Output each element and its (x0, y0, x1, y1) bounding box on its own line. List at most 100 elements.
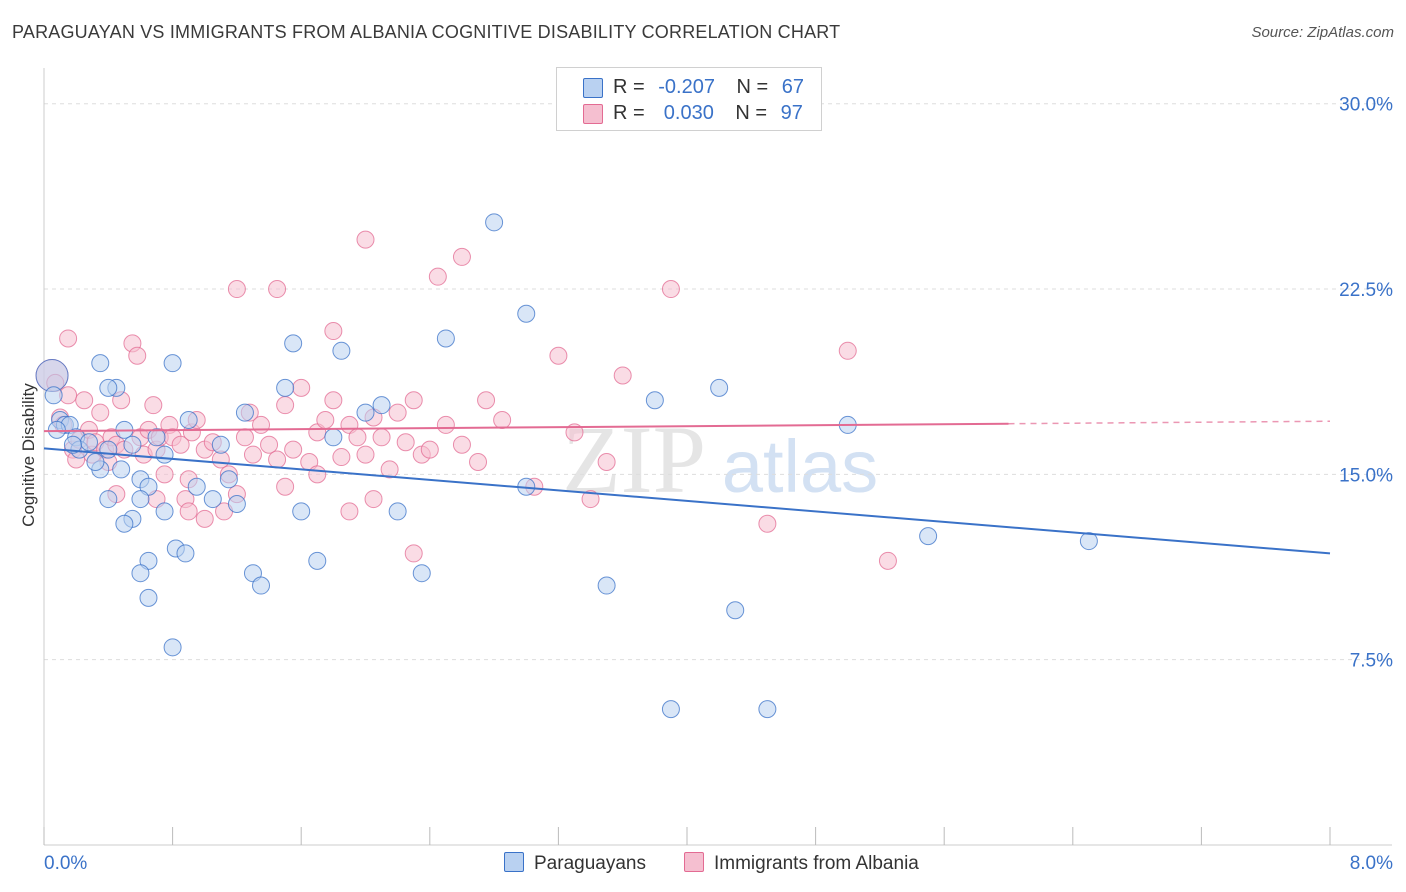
albania-point (227, 280, 246, 299)
paraguayan-point (412, 564, 431, 583)
albania-point (316, 410, 335, 429)
watermark-atlas: atlas (722, 425, 878, 508)
albania-point (340, 502, 359, 521)
albania-point (613, 366, 632, 385)
legend-r-label: R = (613, 76, 645, 98)
paraguayan-point (99, 378, 118, 397)
albania-point (428, 267, 447, 286)
paraguayan-point (99, 490, 118, 509)
paraguayan-points (35, 213, 1098, 719)
paraguayan-point (227, 495, 246, 514)
albania-trend-line (43, 422, 1009, 433)
tick-labels: 7.5% 15.0% 22.5% 30.0% 0.0% 8.0% (44, 95, 1393, 874)
albania-point (452, 247, 471, 266)
albania-point (878, 551, 897, 570)
paraguayan-point (139, 588, 158, 607)
paraguayan-point (91, 354, 110, 373)
legend-r-value-blue: -0.207 (658, 76, 715, 98)
series-legend-paraguayans: Paraguayans (504, 852, 646, 875)
paraguayan-point (726, 601, 745, 620)
albania-point (356, 445, 375, 464)
series-label-albania: Immigrants from Albania (714, 853, 919, 874)
paraguayan-point (1079, 532, 1098, 551)
albania-point (268, 450, 287, 469)
albania-points (35, 230, 897, 570)
y-tick-label: 7.5% (1350, 651, 1393, 672)
x-tick-label: 8.0% (1350, 853, 1393, 874)
legend-n-value-pink: 97 (780, 102, 803, 124)
albania-point (284, 440, 303, 459)
paraguayan-point (80, 433, 99, 452)
albania-point (436, 415, 455, 434)
correlation-legend: R = -0.207 N = 67 R = 0.030 N = 97 (556, 67, 822, 131)
paraguayan-point (356, 403, 375, 422)
y-tick-label: 15.0% (1339, 465, 1393, 486)
paraguayan-point (99, 440, 118, 459)
albania-point (308, 465, 327, 484)
albania-point (388, 403, 407, 422)
paraguayan-point (235, 403, 254, 422)
series-label-paraguayans: Paraguayans (534, 853, 646, 874)
paraguayan-point (155, 502, 174, 521)
paraguayan-point (517, 304, 536, 323)
pink-swatch-icon (684, 852, 704, 872)
chart-source: Source: ZipAtlas.com (1251, 24, 1394, 41)
paraguayan-point (115, 514, 134, 533)
albania-point (565, 423, 584, 442)
albania-point (356, 230, 375, 249)
blue-swatch-icon (504, 852, 524, 872)
paraguayan-point (372, 396, 391, 415)
paraguayan-point (661, 700, 680, 719)
albania-point (155, 465, 174, 484)
paraguayan-point (308, 551, 327, 570)
paraguayan-point (47, 420, 66, 439)
albania-point (420, 440, 439, 459)
albania-point (243, 445, 262, 464)
paraguayan-point (276, 378, 295, 397)
paraguayan-point (123, 435, 142, 454)
albania-point (171, 435, 190, 454)
trend-lines (43, 420, 1331, 555)
paraguayan-point (147, 428, 166, 447)
x-tick-label: 0.0% (44, 853, 87, 874)
paraguayan-point (332, 341, 351, 360)
albania-point (75, 391, 94, 410)
albania-point (581, 490, 600, 509)
paraguayan-point (645, 391, 664, 410)
albania-point (469, 453, 488, 471)
albania-point (144, 396, 163, 415)
paraguayan-point (919, 527, 938, 546)
legend-n-label: N = (735, 102, 768, 124)
albania-point (324, 322, 343, 341)
paraguayan-point (252, 576, 271, 595)
paraguayan-point (219, 470, 238, 489)
paraguayan-point (211, 435, 230, 454)
albania-point (195, 509, 214, 528)
paraguayan-point (86, 453, 105, 471)
blue-swatch-icon (583, 78, 603, 98)
albania-point (372, 428, 391, 447)
paraguayan-trend-line (43, 447, 1331, 555)
paraguayan-point (63, 435, 82, 454)
paraguayan-point (187, 477, 206, 496)
paraguayan-point (710, 378, 729, 397)
albania-point (179, 502, 198, 521)
y-axis-title: Cognitive Disability (19, 383, 38, 527)
albania-point (838, 341, 857, 360)
albania-point (380, 460, 399, 479)
paraguayan-point (388, 502, 407, 521)
albania-point (404, 544, 423, 563)
paraguayan-point (485, 213, 504, 232)
paraguayan-point (284, 334, 303, 353)
albania-point (332, 448, 351, 467)
albania-point (276, 477, 295, 496)
albania-point (91, 403, 110, 422)
paraguayan-point (758, 700, 777, 719)
pink-swatch-icon (583, 104, 603, 124)
albania-point (758, 514, 777, 533)
paraguayan-point (131, 564, 150, 583)
albania-point (260, 435, 279, 454)
legend-n-label: N = (736, 76, 769, 98)
albania-point (324, 391, 343, 410)
